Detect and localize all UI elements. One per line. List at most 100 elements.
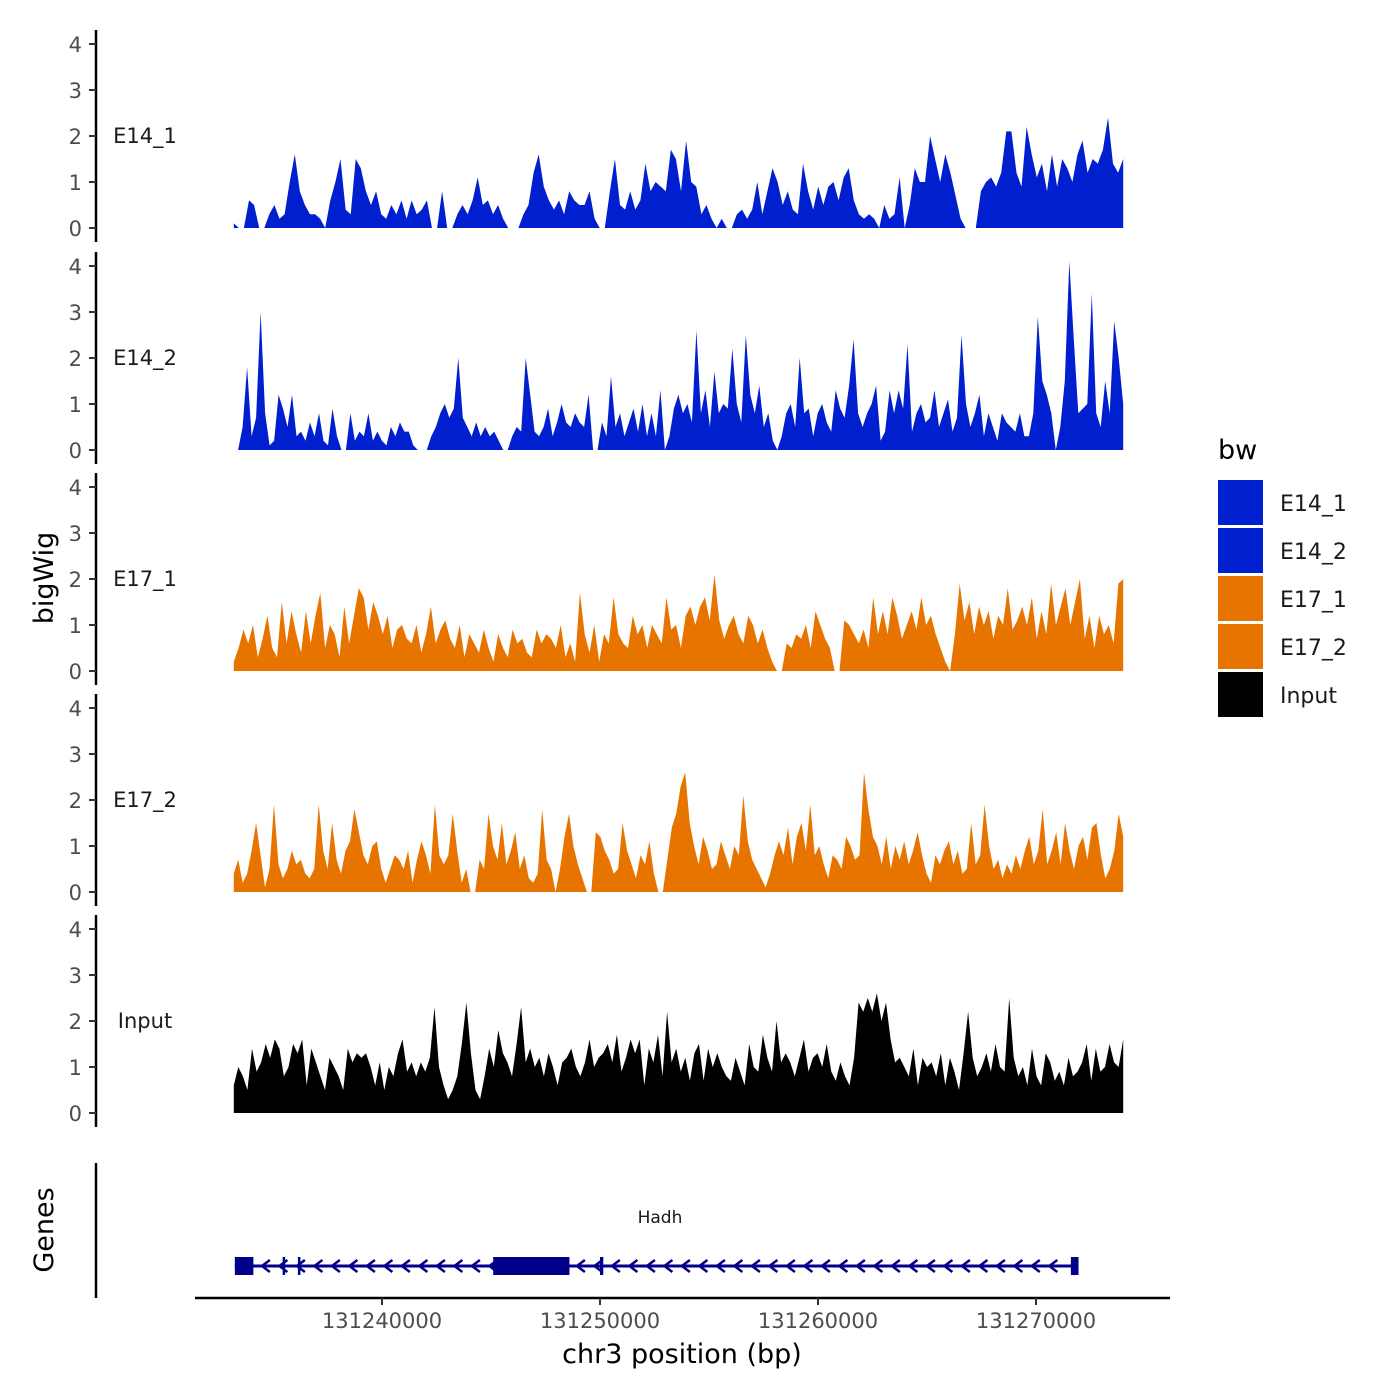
legend-label: E17_1: [1280, 588, 1347, 613]
legend-swatch: [1218, 624, 1263, 669]
y-tick-label: 3: [69, 964, 82, 988]
track-E14_1: 0 1 2 3 4 E14_1: [69, 30, 1124, 242]
signal-area-E17_2: [233, 772, 1124, 892]
y-tick-label: 4: [69, 476, 82, 500]
strand-arrow: [994, 1259, 1006, 1273]
y-tick-label: 0: [69, 1102, 82, 1126]
y-tick-label: 4: [69, 33, 82, 57]
strand-arrow: [819, 1259, 831, 1273]
strand-arrow: [837, 1259, 849, 1273]
y-tick-label: 2: [69, 568, 82, 592]
y-tick-label: 4: [69, 255, 82, 279]
y-tick-label: 4: [69, 697, 82, 721]
legend-label: E14_2: [1280, 540, 1347, 565]
strand-arrow: [784, 1259, 796, 1273]
legend-item: Input: [1218, 672, 1337, 717]
strand-arrow: [574, 1259, 586, 1273]
strand-arrow: [854, 1259, 866, 1273]
strand-arrow: [959, 1259, 971, 1273]
y-tick-label: 1: [69, 835, 82, 859]
gene-exon: [234, 1257, 254, 1275]
strand-arrow: [434, 1259, 446, 1273]
gene-Hadh: Hadh: [234, 1208, 1079, 1275]
y-tick-label: 1: [69, 614, 82, 638]
strand-arrow: [294, 1259, 306, 1273]
gene-models: Hadh: [234, 1208, 1079, 1275]
strand-arrow: [679, 1259, 691, 1273]
strand-arrow: [924, 1259, 936, 1273]
strand-arrow: [802, 1259, 814, 1273]
track-label: Input: [118, 1009, 172, 1033]
gene-exon: [493, 1257, 570, 1275]
strand-arrow: [1029, 1259, 1041, 1273]
legend-title: bw: [1218, 435, 1257, 466]
strand-arrow: [592, 1259, 604, 1273]
track-Input: 0 1 2 3 4 Input: [69, 915, 1124, 1127]
legend-label: Input: [1280, 684, 1337, 709]
track-label: E14_2: [113, 346, 177, 371]
legend: bw E14_1 E14_2 E17_1 E17_2 Input: [1218, 435, 1347, 717]
x-tick-label: 131270000: [976, 1309, 1096, 1333]
strand-arrow: [977, 1259, 989, 1273]
legend-swatch: [1218, 528, 1263, 573]
genes-panel: Genes Hadh: [29, 1163, 1079, 1298]
strand-arrow: [417, 1259, 429, 1273]
legend-label: E17_2: [1280, 636, 1347, 661]
legend-swatch: [1218, 480, 1263, 525]
signal-area-E17_1: [233, 574, 1124, 671]
y-tick-label: 3: [69, 301, 82, 325]
legend-item: E14_2: [1218, 528, 1347, 573]
strand-arrow: [942, 1259, 954, 1273]
y-tick-label: 3: [69, 522, 82, 546]
y-tick-label: 3: [69, 79, 82, 103]
strand-arrow: [732, 1259, 744, 1273]
y-tick-label: 4: [69, 918, 82, 942]
y-tick-label: 2: [69, 789, 82, 813]
signal-area-E14_2: [238, 261, 1124, 450]
signal-tracks: 0 1 2 3 4 E14_1 0 1 2 3 4 E14_2 0 1 2 3 4 E17_1 0 1 2 3 4 E17_2…: [69, 30, 1124, 1127]
y-tick-label: 1: [69, 171, 82, 195]
x-axis-title: chr3 position (bp): [562, 1339, 802, 1370]
legend-label: E14_1: [1280, 492, 1347, 517]
y-tick-label: 2: [69, 347, 82, 371]
strand-arrow: [1012, 1259, 1024, 1273]
y-tick-label: 0: [69, 439, 82, 463]
x-axis: 131240000 131250000 131260000 131270000: [195, 1296, 1170, 1333]
y-tick-label: 0: [69, 217, 82, 241]
strand-arrow: [1047, 1259, 1059, 1273]
legend-swatch: [1218, 576, 1263, 621]
gene-label: Hadh: [638, 1208, 683, 1228]
strand-arrow: [452, 1259, 464, 1273]
track-E14_2: 0 1 2 3 4 E14_2: [69, 252, 1124, 464]
genes-panel-title: Genes: [29, 1187, 60, 1272]
x-tick-label: 131250000: [540, 1309, 660, 1333]
gene-exon: [1070, 1257, 1079, 1275]
track-E17_2: 0 1 2 3 4 E17_2: [69, 694, 1124, 906]
track-label: E14_1: [113, 124, 177, 149]
strand-arrow: [644, 1259, 656, 1273]
signal-area-E14_1: [233, 117, 1124, 228]
strand-arrow: [714, 1259, 726, 1273]
track-label: E17_1: [113, 567, 177, 592]
strand-arrow: [609, 1259, 621, 1273]
legend-swatch: [1218, 672, 1263, 717]
strand-arrow: [399, 1259, 411, 1273]
gene-exon: [600, 1257, 604, 1275]
strand-arrow: [697, 1259, 709, 1273]
strand-arrow: [662, 1259, 674, 1273]
strand-arrow: [469, 1259, 481, 1273]
legend-item: E17_1: [1218, 576, 1347, 621]
x-tick-label: 131240000: [322, 1309, 442, 1333]
strand-arrow: [767, 1259, 779, 1273]
strand-arrow: [749, 1259, 761, 1273]
x-tick-label: 131260000: [758, 1309, 878, 1333]
strand-arrow: [382, 1259, 394, 1273]
strand-arrow: [907, 1259, 919, 1273]
legend-item: E14_1: [1218, 480, 1347, 525]
legend-item: E17_2: [1218, 624, 1347, 669]
signal-area-Input: [233, 993, 1124, 1113]
strand-arrow: [259, 1259, 271, 1273]
track-E17_1: 0 1 2 3 4 E17_1: [69, 473, 1124, 685]
y-tick-label: 3: [69, 743, 82, 767]
